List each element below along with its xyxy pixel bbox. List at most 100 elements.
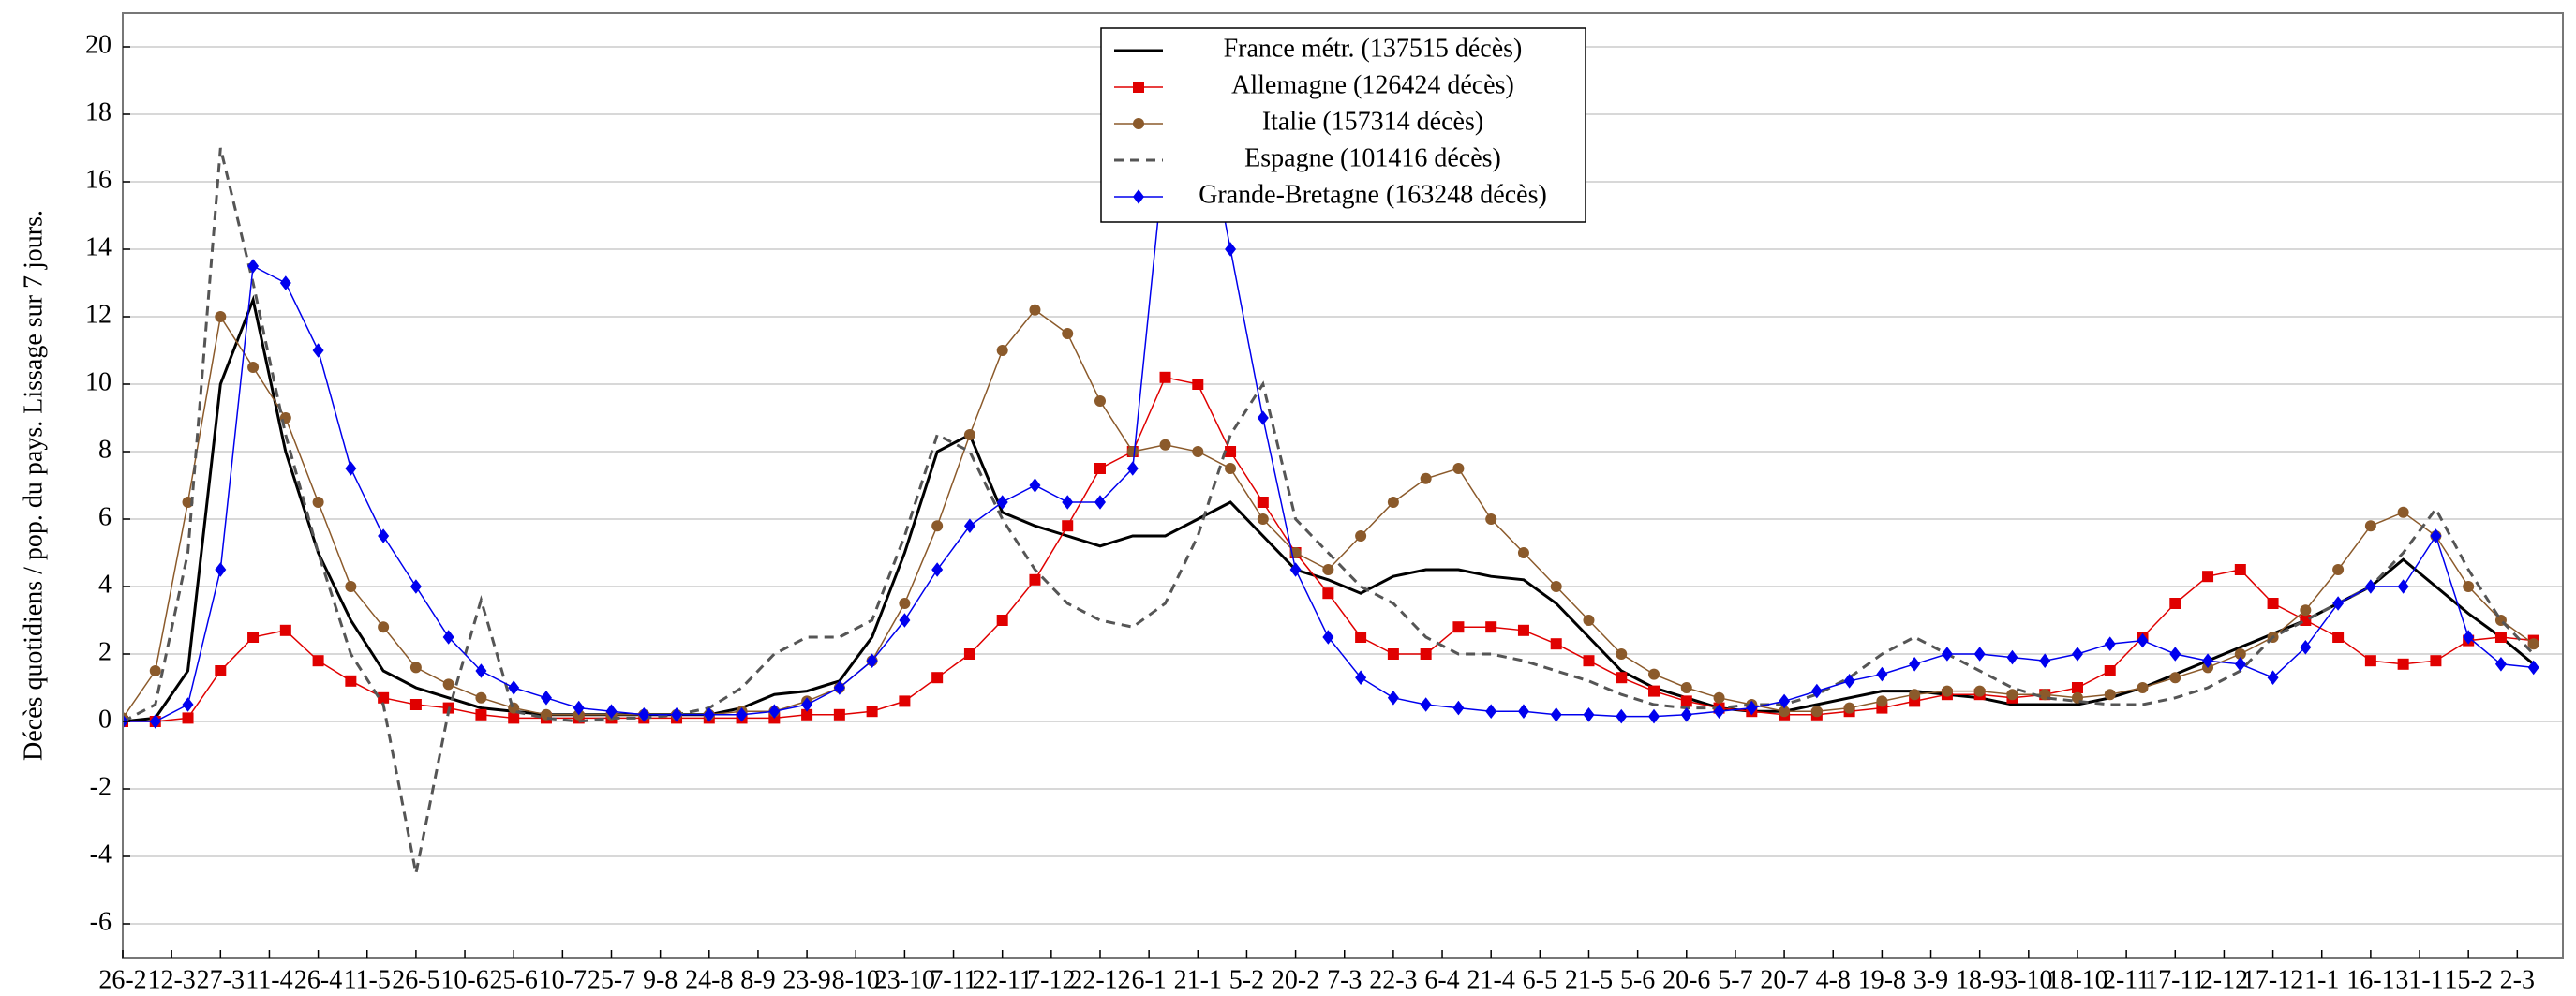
marker-circle [1941,685,1953,697]
marker-square [833,708,845,721]
marker-diamond [1550,707,1562,722]
marker-square [1583,655,1595,667]
marker-square [182,712,194,724]
marker-circle [1713,691,1725,704]
x-tick-label: 25-6 [490,965,538,994]
marker-circle [2397,506,2409,518]
marker-square [2430,655,2442,667]
marker-square [1485,621,1497,633]
marker-diamond [1973,647,1986,662]
marker-diamond [1713,704,1725,719]
x-tick-label: 15-2 [2445,965,2493,994]
marker-diamond [2527,660,2539,676]
x-tick-label: 20-7 [1760,965,1808,994]
marker-square [801,708,813,721]
marker-square [345,675,357,687]
marker-diamond [442,630,454,645]
x-tick-label: 7-12 [1027,965,1075,994]
marker-circle [1062,328,1074,339]
marker-diamond [1485,704,1497,719]
x-tick-label: 22-3 [1369,965,1417,994]
x-tick-label: 7-3 [1327,965,1362,994]
marker-diamond [931,562,944,577]
x-tick-label: 3-10 [2004,965,2052,994]
marker-circle [1810,706,1823,718]
marker-circle [312,497,324,508]
marker-square [2332,632,2345,643]
marker-circle [345,581,357,592]
x-tick-label: 19-8 [1858,965,1906,994]
marker-diamond [475,663,487,678]
y-tick-label: 8 [98,435,112,464]
marker-circle [1094,395,1106,407]
y-tick-label: 16 [85,165,112,194]
x-tick-label: 17-12 [2242,965,2303,994]
marker-circle [1355,530,1367,542]
marker-circle [1133,118,1144,129]
marker-circle [2234,648,2246,660]
marker-circle [1909,689,1921,701]
x-tick-label: 6-4 [1424,965,1459,994]
marker-square [1094,463,1106,474]
marker-square [1387,648,1399,660]
legend-label: Espagne (101416 décès) [1244,143,1501,172]
marker-circle [1322,564,1334,575]
y-axis-label: Décès quotidiens / pop. du pays. Lissage… [19,210,48,761]
marker-diamond [2202,653,2214,668]
marker-diamond [605,704,618,719]
marker-diamond [866,653,878,668]
marker-circle [2364,520,2376,532]
marker-diamond [508,680,520,695]
marker-circle [2169,672,2181,684]
x-tick-label: 7-11 [930,965,976,994]
x-tick-label: 25-7 [588,965,635,994]
marker-circle [378,621,390,633]
legend-label: Allemagne (126424 décès) [1231,70,1514,99]
x-tick-label: 12-3 [147,965,195,994]
marker-square [1257,497,1269,508]
x-tick-label: 17-11 [2145,965,2205,994]
marker-diamond [2039,653,2051,668]
marker-square [279,624,291,636]
y-tick-label: -6 [90,907,112,936]
marker-circle [2332,564,2345,575]
marker-circle [1680,682,1692,693]
marker-diamond [671,707,683,722]
x-tick-label: 31-1 [2395,965,2443,994]
marker-square [2300,615,2312,626]
series-line [123,147,2535,874]
marker-circle [2300,604,2312,617]
x-tick-label: 23-10 [874,965,935,994]
marker-diamond [2494,657,2507,672]
marker-square [996,615,1008,626]
marker-circle [931,520,944,532]
marker-circle [1779,706,1791,718]
marker-square [1355,632,1367,643]
marker-square [378,691,390,704]
marker-square [2397,658,2409,670]
x-tick-label: 22-11 [973,965,1033,994]
marker-square [409,699,422,710]
x-tick-label: 16-1 [2346,965,2394,994]
x-tick-label: 23-9 [782,965,830,994]
legend-label: Grande-Bretagne (163248 décès) [1199,180,1547,209]
y-tick-label: 2 [98,637,112,666]
marker-circle [409,662,422,674]
marker-diamond [1746,700,1758,716]
marker-square [2202,571,2214,583]
marker-diamond [2169,647,2181,662]
x-tick-label: 5-2 [1229,965,1264,994]
x-tick-label: 26-4 [294,965,342,994]
marker-square [1648,685,1660,697]
marker-diamond [2104,636,2116,651]
marker-circle [1452,463,1465,474]
marker-square [1133,82,1144,93]
marker-diamond [1779,693,1791,709]
marker-diamond [2267,670,2279,685]
plot-area [123,73,2539,874]
x-tick-label: 20-6 [1662,965,1710,994]
marker-diamond [1616,708,1628,724]
y-tick-label: 6 [98,502,112,531]
marker-square [963,648,975,660]
marker-circle [1225,463,1237,474]
